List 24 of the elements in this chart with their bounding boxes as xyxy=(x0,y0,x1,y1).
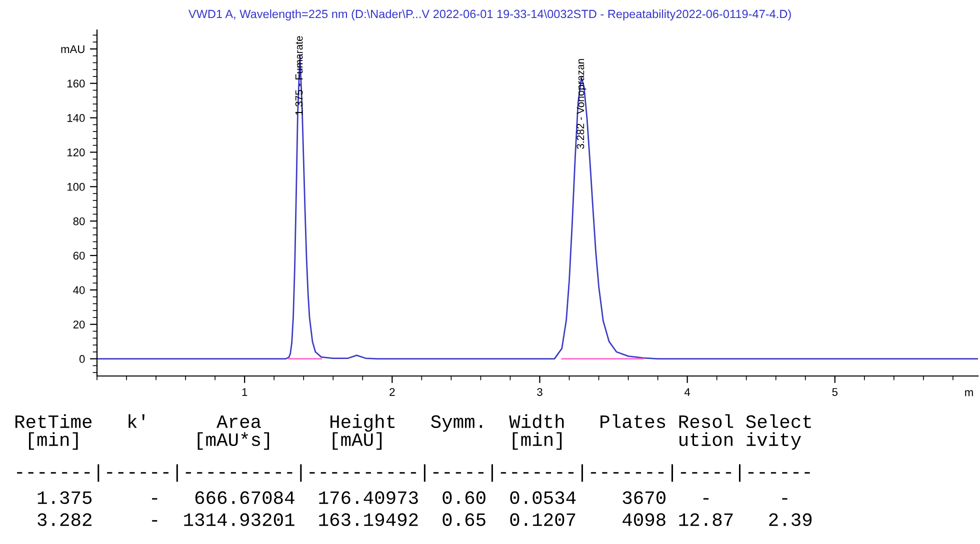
x-tick-label: 5 xyxy=(832,388,838,396)
y-tick-label: 20 xyxy=(73,320,85,328)
y-tick-label: 140 xyxy=(68,114,85,122)
y-tick-label: 160 xyxy=(68,80,85,88)
annotation: 3.282 - Vonoprazan xyxy=(576,59,586,149)
y-tick-label: 60 xyxy=(73,252,85,260)
x-tick-label: 3 xyxy=(537,388,542,396)
y-tick-label: mAU xyxy=(61,45,84,54)
y-tick-label: 80 xyxy=(73,217,85,226)
chart-title: VWD1 A, Wavelength=225 nm (D:\Nader\P...V 2022-06-01 19-33-14\0032STD - Repeatability2022-06-0119-47-4.D) xyxy=(188,10,791,20)
text: RetTime k' Area Height Symm. Width Plates Resol Select xyxy=(15,414,811,432)
text: 1.375 - 666.67084 176.40973 0.60 0.0534 3670 - - xyxy=(38,491,788,504)
y-tick-label: 40 xyxy=(73,286,85,294)
y-tick-label: 120 xyxy=(68,148,85,156)
x-tick-label: 2 xyxy=(390,388,395,396)
text: [min] [mAU*s] [mAU] [min] ution ivity xyxy=(29,432,802,450)
text: 3.282 - 1314.93201 163.19492 0.65 0.1207 4098 12.87 2.39 xyxy=(38,513,812,526)
y-tick-label: 100 xyxy=(68,182,85,191)
annotation: 1.375 - Fumarate xyxy=(295,36,303,115)
x-tick-label: 4 xyxy=(684,388,690,396)
x-axis-title: m xyxy=(965,390,973,396)
y-tick-label: 0 xyxy=(79,355,85,363)
text: -------|------|----------|----------|-----|-------|-------|-----|------ xyxy=(17,464,810,482)
x-tick-label: 1 xyxy=(242,388,248,396)
